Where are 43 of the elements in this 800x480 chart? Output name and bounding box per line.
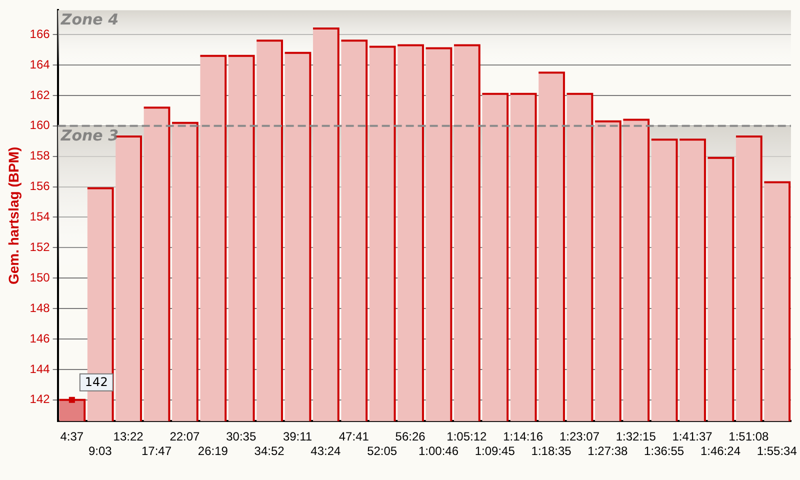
x-tick-label: 1:32:15 [616,430,656,444]
y-tick-label: 152 [30,240,50,254]
x-tick-label: 26:19 [198,444,228,458]
y-tick-label: 144 [30,362,50,376]
x-tick-label: 9:03 [88,444,112,458]
x-tick-label: 13:22 [113,430,144,444]
y-tick-label: 160 [30,118,50,132]
y-tick-label: 154 [30,210,50,224]
x-tick-label: 17:47 [142,444,172,458]
band-label: Zone 4 [60,10,119,29]
x-tick-label: 4:37 [60,430,84,444]
x-tick-label: 1:41:37 [672,430,713,444]
y-tick-label: 164 [30,57,50,72]
x-tick-label: 1:23:07 [559,430,600,444]
x-tick-label: 1:00:46 [418,444,459,458]
x-tick-label: 52:05 [367,444,398,458]
x-tick-label: 47:41 [338,430,370,444]
annotation: 142 [84,375,108,390]
y-tick-label: 162 [30,88,50,102]
x-tick-label: 1:36:55 [644,444,684,458]
y-tick-label: 158 [30,148,50,163]
x-tick-label: 30:35 [226,430,256,444]
x-tick-label: 39:11 [282,430,312,444]
y-tick-label: 156 [30,179,50,194]
x-tick-label: 1:09:45 [474,444,516,458]
x-tick-label: 22:07 [170,430,200,444]
y-tick-label: 142 [30,392,50,406]
x-tick-label: 56:26 [395,430,426,444]
x-tick-label: 1:05:12 [446,430,488,444]
x-tick-label: 34:52 [254,444,285,458]
y-axis-title: Gem. hartslag (BPM) [5,146,22,285]
x-tick-label: 1:46:24 [700,444,741,458]
y-tick-label: 148 [30,300,50,315]
x-tick-label: 1:18:35 [531,444,572,458]
y-tick-label: 166 [30,26,50,41]
x-tick-label: 1:27:38 [588,444,628,458]
y-tick-label: 150 [30,270,50,284]
y-tick-label: 146 [30,331,50,346]
x-tick-label: 1:14:16 [503,430,544,444]
x-tick-label: 1:51:08 [728,430,770,444]
x-tick-label: 43:24 [310,444,342,458]
x-tick-label: 1:55:34 [756,444,798,458]
band-label: Zone 3 [60,126,119,144]
